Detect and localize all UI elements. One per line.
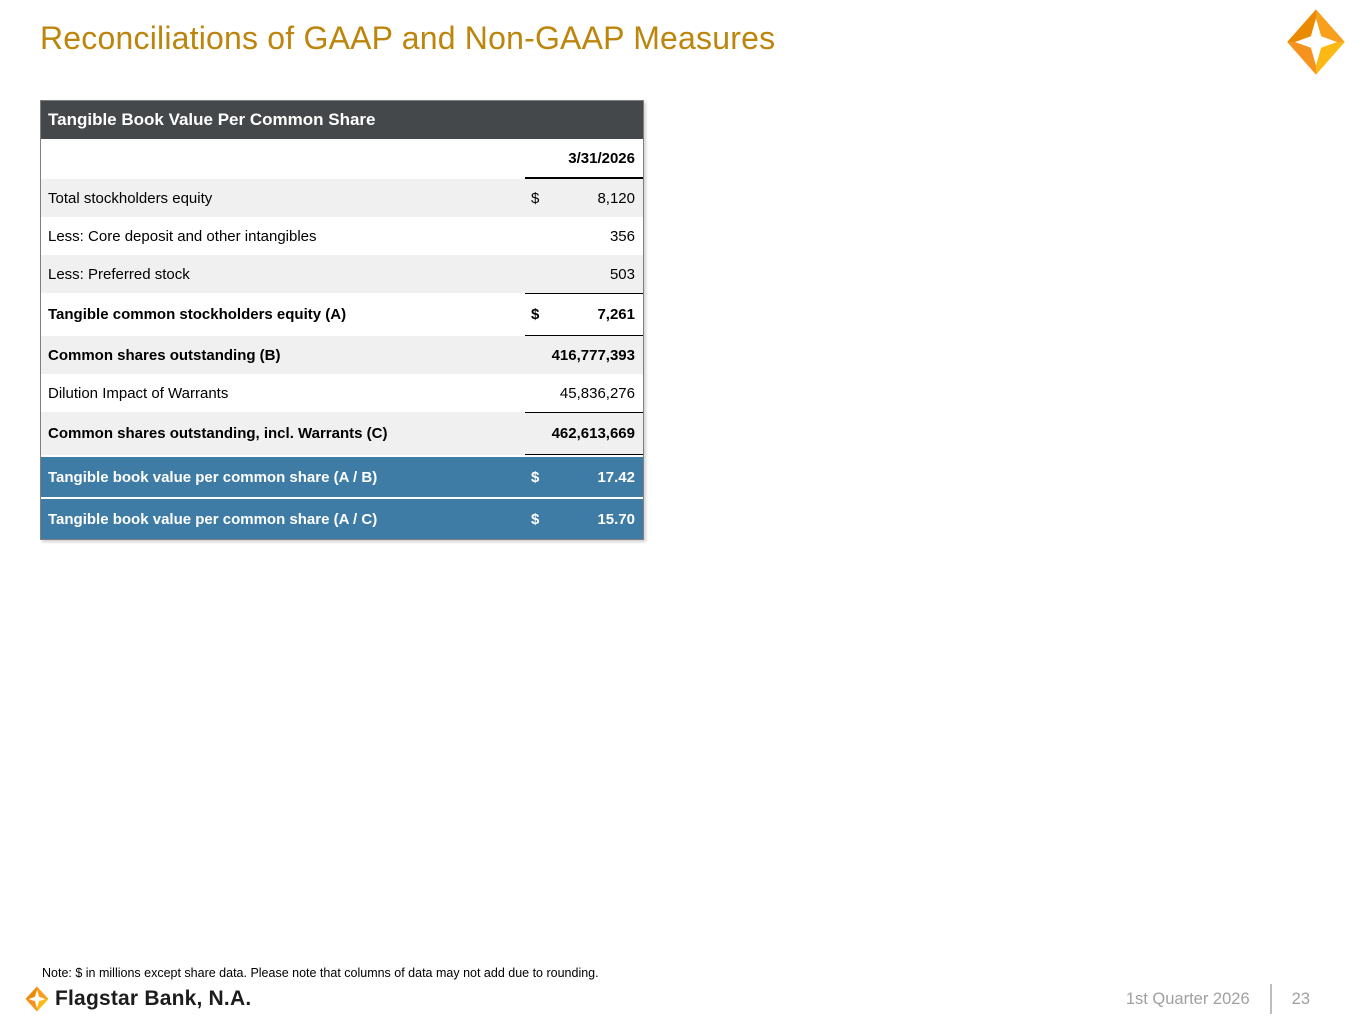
row-value-cell: 416,777,393 [525, 336, 643, 374]
row-value-cell: $ 8,120 [525, 179, 643, 217]
row-label: Less: Preferred stock [48, 265, 190, 283]
flagstar-star-logo [1286, 8, 1346, 76]
column-header-date: 3/31/2026 [525, 139, 643, 179]
row-value-cell: $ 7,261 [525, 293, 643, 336]
table-row: Dilution Impact of Warrants 45,836,276 [41, 374, 643, 412]
table-row: Tangible book value per common share (A … [41, 497, 643, 539]
row-value: 8,120 [597, 189, 635, 207]
flagstar-star-icon [25, 986, 49, 1012]
row-value-cell: 462,613,669 [525, 412, 643, 455]
table-row: Common shares outstanding, incl. Warrant… [41, 412, 643, 455]
row-value: 17.42 [597, 468, 635, 486]
table-body: Total stockholders equity $ 8,120 Less: … [41, 179, 643, 539]
row-value: 45,836,276 [559, 384, 635, 402]
currency-symbol: $ [531, 189, 540, 207]
footer-meta: 1st Quarter 2026 23 [1126, 984, 1310, 1014]
row-label: Common shares outstanding (B) [48, 346, 281, 364]
row-label: Less: Core deposit and other intangibles [48, 227, 317, 245]
date-row-spacer [41, 139, 525, 179]
tangible-book-value-table: Tangible Book Value Per Common Share 3/3… [40, 100, 644, 540]
row-label: Dilution Impact of Warrants [48, 384, 229, 402]
row-label: Total stockholders equity [48, 189, 213, 207]
row-label: Tangible book value per common share (A … [48, 510, 378, 528]
footnote: Note: $ in millions except share data. P… [42, 966, 599, 980]
table-row: Tangible common stockholders equity (A) … [41, 293, 643, 336]
row-value: 15.70 [597, 510, 635, 528]
row-value: 7,261 [597, 306, 635, 323]
page-number: 23 [1291, 989, 1310, 1008]
table-title: Tangible Book Value Per Common Share [41, 101, 643, 139]
table-row: Total stockholders equity $ 8,120 [41, 179, 643, 217]
table-row: Less: Core deposit and other intangibles… [41, 217, 643, 255]
footer-divider [1269, 984, 1272, 1014]
row-label: Tangible book value per common share (A … [48, 468, 378, 486]
brand-name: Flagstar Bank, N.A. [55, 987, 252, 1010]
row-value: 356 [609, 227, 635, 245]
row-value-cell: 503 [525, 255, 643, 293]
row-value-cell: $ 15.70 [525, 499, 643, 539]
row-value-cell: 356 [525, 217, 643, 255]
footer-brand: Flagstar Bank, N.A. [25, 986, 251, 1012]
row-value-cell: $ 17.42 [525, 457, 643, 497]
currency-symbol: $ [531, 468, 540, 486]
row-value: 416,777,393 [551, 346, 635, 364]
table-row: Tangible book value per common share (A … [41, 455, 643, 497]
currency-symbol: $ [531, 306, 540, 323]
table-row: Less: Preferred stock 503 [41, 255, 643, 293]
page-title: Reconciliations of GAAP and Non-GAAP Mea… [40, 20, 776, 56]
table-date-row: 3/31/2026 [41, 139, 643, 179]
currency-symbol: $ [531, 510, 540, 528]
quarter-label: 1st Quarter 2026 [1125, 989, 1250, 1008]
row-value-cell: 45,836,276 [525, 374, 643, 412]
table-row: Common shares outstanding (B) 416,777,39… [41, 336, 643, 374]
row-value: 462,613,669 [551, 425, 635, 442]
row-value: 503 [609, 265, 635, 283]
row-label: Tangible common stockholders equity (A) [48, 306, 347, 323]
row-label: Common shares outstanding, incl. Warrant… [48, 425, 388, 442]
